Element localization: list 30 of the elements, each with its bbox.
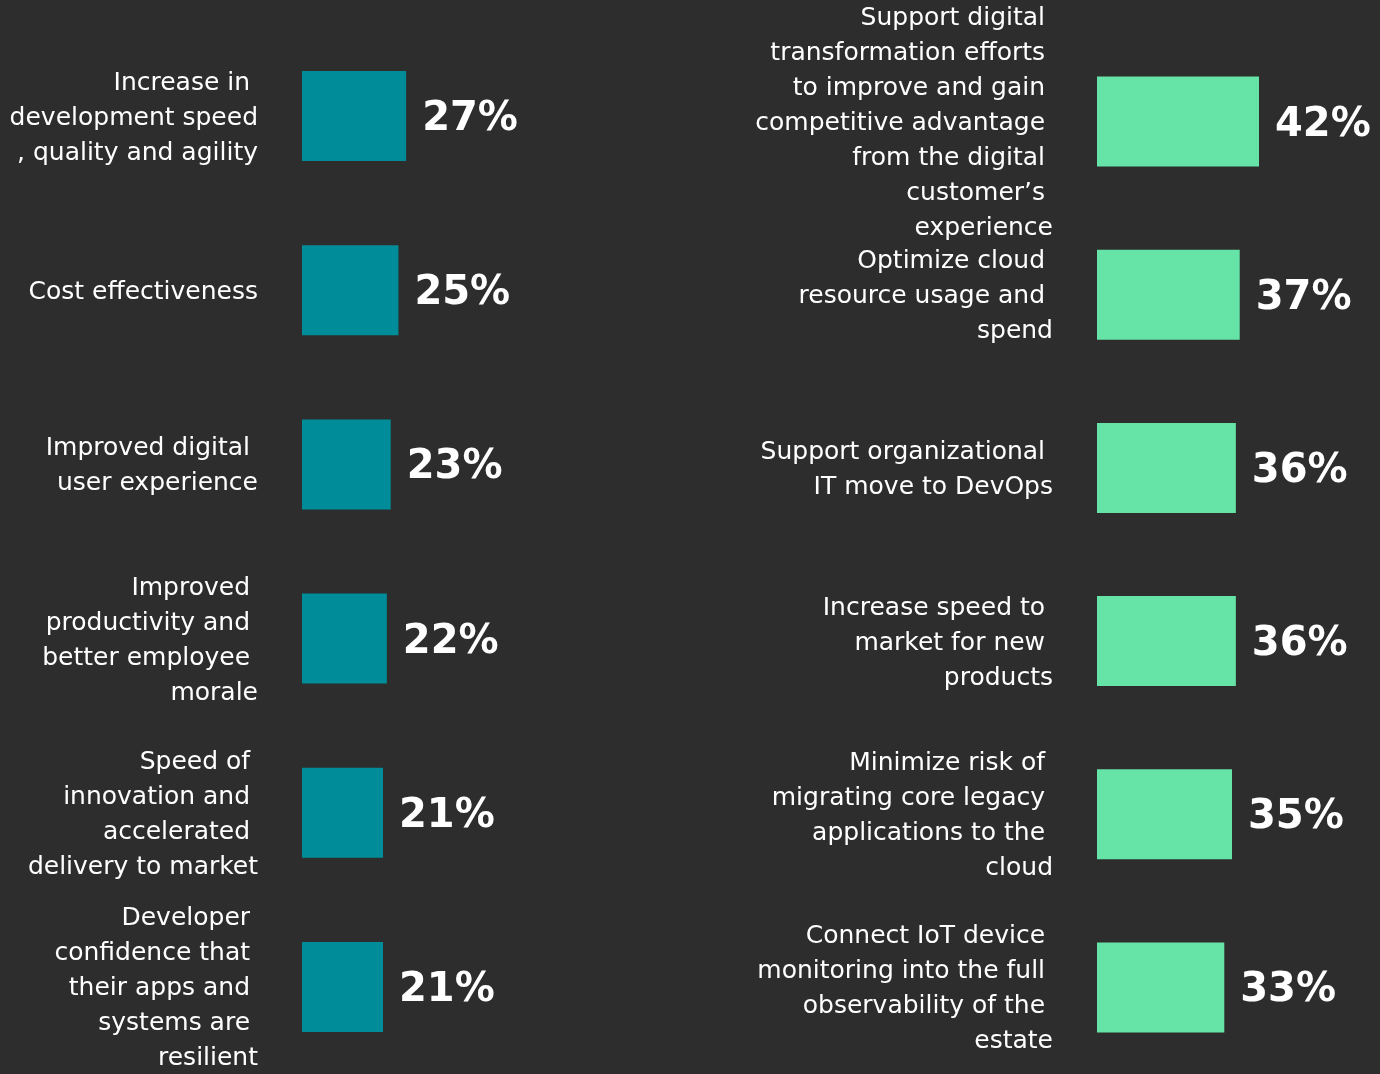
y-tick-label: Increase in development speed, quality and agility bbox=[9, 66, 259, 166]
data-label: 33% bbox=[1240, 964, 1337, 1011]
bar bbox=[1097, 596, 1236, 687]
data-label: 21% bbox=[399, 963, 495, 1010]
bar bbox=[1097, 942, 1225, 1033]
y-tick-label: Support digital transformation efforts to improve and gain competitive advantage from the digital customer’s experience bbox=[755, 2, 1053, 242]
bar bbox=[1097, 249, 1240, 340]
data-label: 35% bbox=[1248, 791, 1344, 838]
data-label: 22% bbox=[402, 615, 499, 662]
data-label: 42% bbox=[1275, 98, 1371, 145]
y-tick-label: Improved digital user experience bbox=[45, 432, 258, 497]
data-label: 21% bbox=[399, 789, 495, 836]
y-tick-label: Optimize cloud resource usage and spend bbox=[798, 245, 1053, 345]
y-tick-label: Cost effectiveness bbox=[28, 275, 258, 305]
bar bbox=[1097, 76, 1259, 167]
y-tick-label: Improved productivity and better employee morale bbox=[42, 571, 258, 706]
data-label: 23% bbox=[406, 441, 503, 488]
data-label: 37% bbox=[1255, 271, 1352, 318]
y-tick-label: Minimize risk of migrating core legacy applications to the cloud bbox=[771, 747, 1053, 882]
y-tick-label: Developer confidence that their apps and systems are resilient bbox=[54, 902, 259, 1072]
y-tick-label: Support organizational IT move to DevOps bbox=[760, 435, 1053, 500]
bar bbox=[1097, 769, 1232, 860]
bar bbox=[1097, 422, 1236, 513]
y-tick-label: Connect IoT device monitoring into the full observability of the estate bbox=[757, 920, 1053, 1055]
data-label: 27% bbox=[422, 93, 518, 140]
data-label: 36% bbox=[1251, 444, 1348, 491]
y-tick-label: Speed of innovation and accelerated delivery to market bbox=[27, 745, 259, 880]
data-label: 36% bbox=[1251, 618, 1348, 665]
y-tick-label: Increase speed to market for new products bbox=[822, 591, 1053, 691]
data-label: 25% bbox=[414, 267, 511, 314]
